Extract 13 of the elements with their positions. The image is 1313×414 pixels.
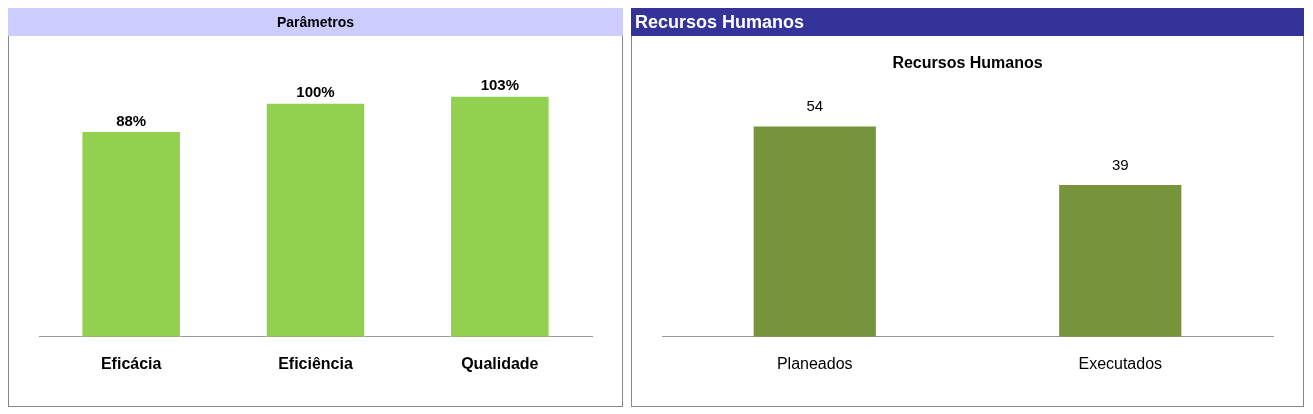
x-tick-label: Qualidade [461, 354, 539, 372]
data-label: 39 [1111, 155, 1129, 173]
x-tick-label: Eficácia [100, 354, 162, 372]
chart-subtitle: Recursos Humanos [892, 54, 1043, 72]
data-label: 54 [806, 97, 824, 115]
x-tick-label: Eficiência [278, 354, 353, 372]
x-tick-label: Planeados [776, 354, 853, 372]
chart-title: Parâmetros [8, 8, 623, 36]
data-label: 100% [296, 83, 335, 101]
chart-title: Recursos Humanos [631, 8, 1304, 36]
x-tick-label: Executados [1078, 354, 1163, 372]
data-label: 88% [116, 111, 147, 129]
data-label: 103% [480, 76, 520, 94]
